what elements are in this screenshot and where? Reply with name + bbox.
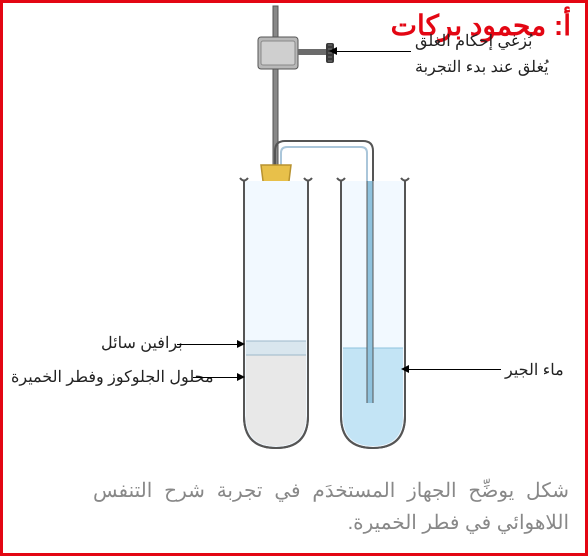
leader-limewater — [407, 369, 501, 370]
arrow-paraffin — [237, 340, 245, 348]
label-paraffin: برافين سائل — [101, 333, 183, 353]
paraffin-layer — [246, 341, 306, 355]
arrow-screw — [329, 47, 337, 55]
leader-paraffin — [177, 344, 239, 345]
tube-left-rim-l — [240, 178, 248, 181]
leader-screw — [335, 51, 411, 52]
arrow-glucose — [237, 373, 245, 381]
label-glucose: محلول الجلوكوز وفطر الخميرة — [11, 367, 214, 387]
tube-right-rim-r — [401, 178, 409, 181]
tube-left-rim-r — [304, 178, 312, 181]
yeast-solution — [246, 355, 306, 446]
label-screw-line1: بُزغي إحكام الغلق — [415, 31, 533, 51]
tube-right-rim-l — [337, 178, 345, 181]
label-limewater: ماء الجير — [505, 360, 564, 380]
diagram-frame: أ: محمود بركات — [0, 0, 588, 556]
figure-caption: شكل يوضِّح الجهاز المستخدَم في تجربة شرح… — [93, 475, 569, 539]
label-screw-line2: يُغلق عند بدء التجربة — [415, 57, 549, 77]
arrow-limewater — [401, 365, 409, 373]
leader-glucose — [193, 377, 239, 378]
clamp-inner — [261, 41, 295, 65]
screw-shaft — [298, 49, 328, 55]
